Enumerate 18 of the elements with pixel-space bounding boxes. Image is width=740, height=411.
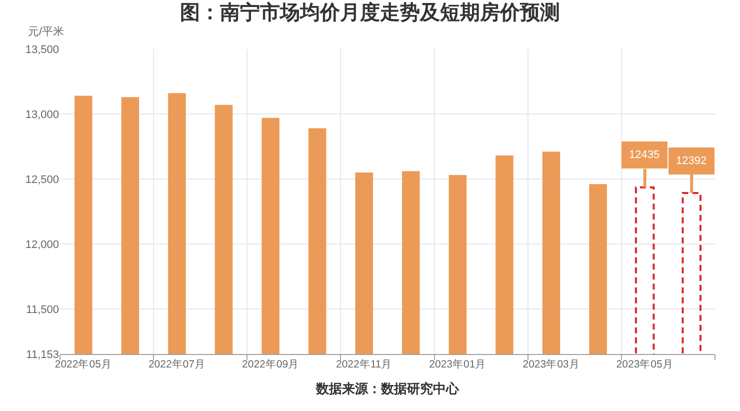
y-tick-label: 11,153 bbox=[26, 348, 59, 361]
x-tick-label: 2022年07月 bbox=[148, 358, 206, 371]
y-tick-label: 12,500 bbox=[25, 174, 59, 186]
y-tick-label: 12,000 bbox=[25, 238, 59, 251]
chart-title: 图：南宁市场均价月度走势及短期房价预测 bbox=[180, 0, 560, 24]
x-tick-label: 2022年11月 bbox=[336, 358, 392, 371]
data-label: 12435 bbox=[629, 149, 660, 161]
source-note: 数据来源：数据研究中心 bbox=[315, 381, 460, 396]
x-tick-label: 2022年05月 bbox=[54, 358, 112, 371]
data-label: 12392 bbox=[676, 155, 707, 167]
y-axis-title: 元/平米 bbox=[28, 25, 64, 38]
y-tick-label: 11,500 bbox=[26, 304, 59, 316]
x-tick-label: 2022年09月 bbox=[242, 358, 300, 371]
x-tick-label: 2023年05月 bbox=[616, 358, 674, 371]
x-tick-label: 2023年01月 bbox=[429, 358, 486, 371]
y-tick-label: 13,500 bbox=[25, 44, 59, 56]
x-tick-label: 2023年03月 bbox=[522, 358, 580, 371]
y-tick-label: 13,000 bbox=[25, 108, 59, 121]
